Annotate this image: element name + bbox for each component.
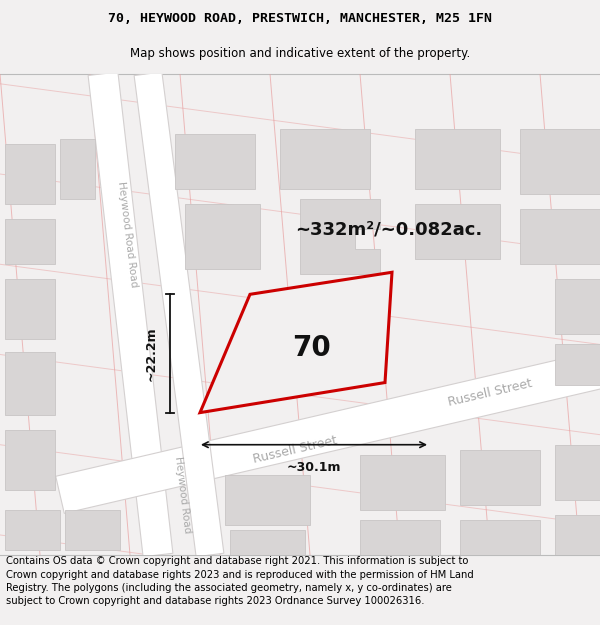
Polygon shape: [134, 72, 224, 557]
Text: ~22.2m: ~22.2m: [145, 326, 158, 381]
Polygon shape: [555, 445, 600, 500]
Polygon shape: [555, 515, 600, 555]
Text: Contains OS data © Crown copyright and database right 2021. This information is : Contains OS data © Crown copyright and d…: [6, 556, 474, 606]
Polygon shape: [5, 144, 55, 204]
Text: Heywood Road: Heywood Road: [173, 456, 193, 534]
Polygon shape: [60, 139, 95, 199]
Polygon shape: [88, 72, 173, 557]
Polygon shape: [5, 279, 55, 339]
Polygon shape: [555, 344, 600, 384]
Polygon shape: [280, 129, 370, 189]
Text: 70, HEYWOOD ROAD, PRESTWICH, MANCHESTER, M25 1FN: 70, HEYWOOD ROAD, PRESTWICH, MANCHESTER,…: [108, 12, 492, 25]
Polygon shape: [520, 129, 600, 194]
Polygon shape: [200, 272, 392, 412]
Polygon shape: [230, 530, 305, 555]
Polygon shape: [185, 204, 260, 269]
Polygon shape: [5, 429, 55, 490]
Polygon shape: [360, 455, 445, 510]
Polygon shape: [415, 129, 500, 189]
Polygon shape: [300, 199, 380, 274]
Polygon shape: [415, 204, 500, 259]
Polygon shape: [460, 520, 540, 555]
Polygon shape: [460, 450, 540, 505]
Text: ~332m²/~0.082ac.: ~332m²/~0.082ac.: [295, 220, 482, 238]
Polygon shape: [555, 279, 600, 334]
Polygon shape: [65, 510, 120, 550]
Text: Russell Street: Russell Street: [251, 434, 338, 466]
Polygon shape: [360, 520, 440, 555]
Polygon shape: [225, 475, 310, 525]
Polygon shape: [56, 351, 600, 513]
Polygon shape: [5, 352, 55, 414]
Text: 70: 70: [292, 334, 331, 362]
Polygon shape: [175, 134, 255, 189]
Polygon shape: [5, 219, 55, 264]
Text: Russell Street: Russell Street: [446, 376, 533, 409]
Text: Map shows position and indicative extent of the property.: Map shows position and indicative extent…: [130, 47, 470, 59]
Polygon shape: [520, 209, 600, 264]
Text: ~30.1m: ~30.1m: [287, 461, 341, 474]
Polygon shape: [5, 510, 60, 550]
Text: Heywood Road Road: Heywood Road Road: [116, 181, 139, 288]
